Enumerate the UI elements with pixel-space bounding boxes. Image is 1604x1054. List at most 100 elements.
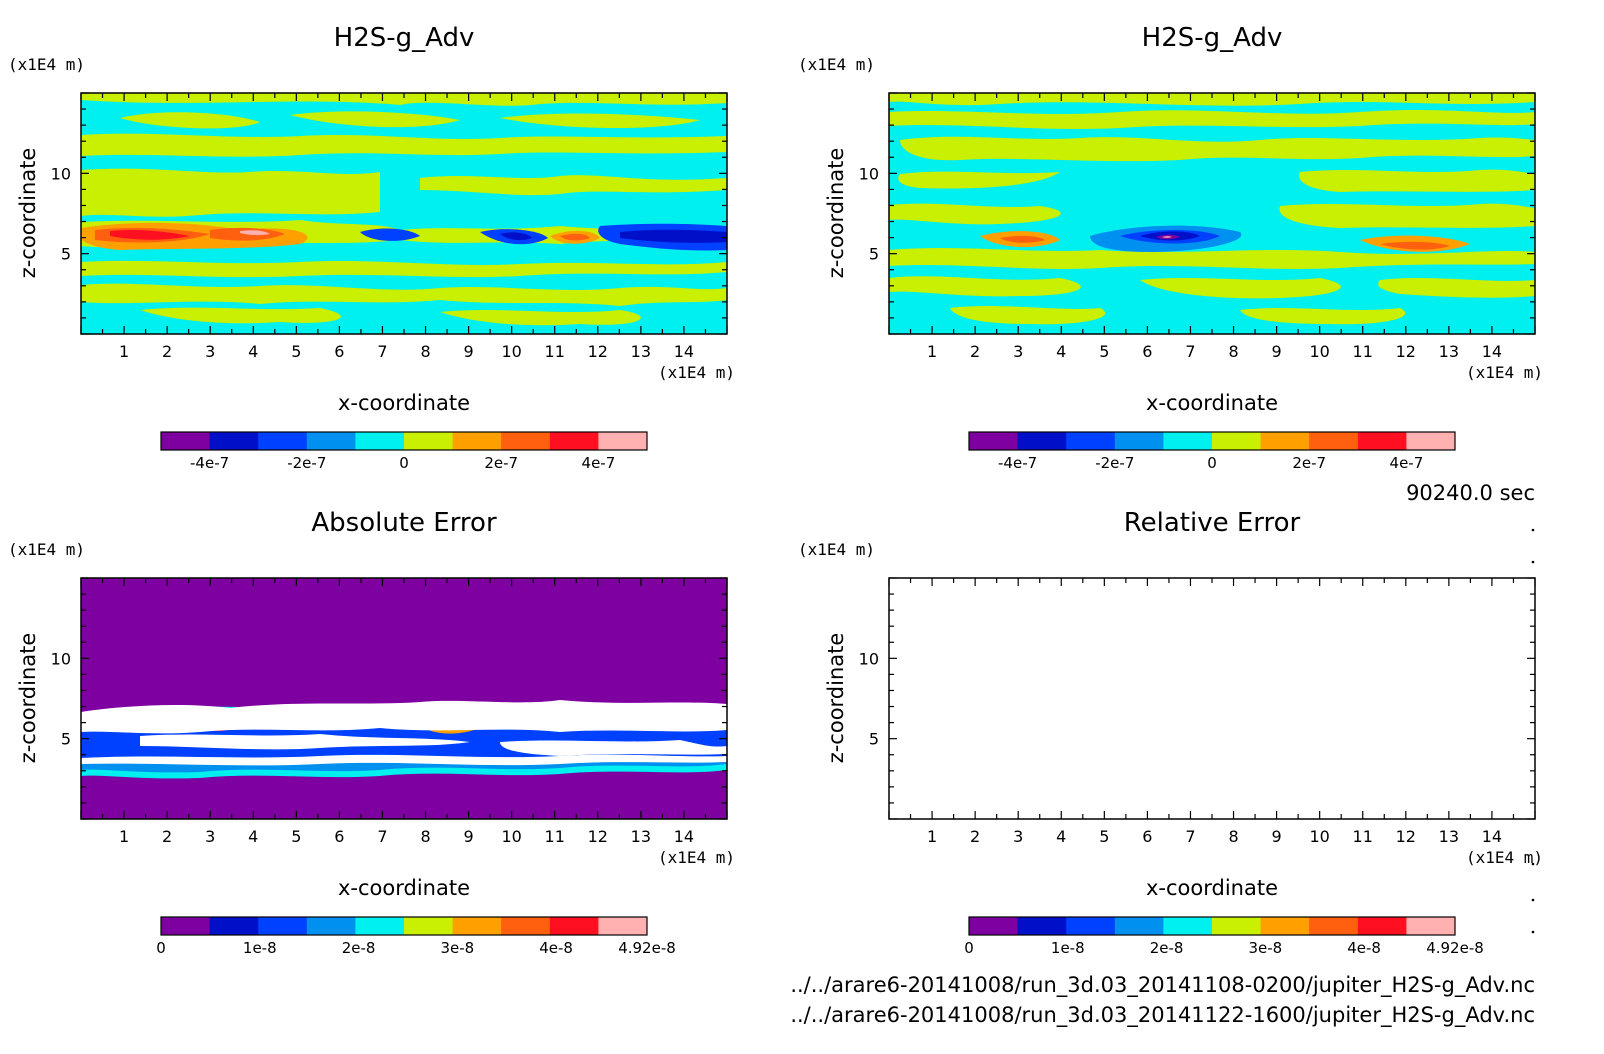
y-unit-label: (x1E4 m) [798, 540, 875, 559]
x-tick-label: 12 [588, 827, 608, 846]
x-tick-label: 9 [464, 827, 474, 846]
x-tick-label: 11 [545, 342, 565, 361]
colorbar-tick-label: 0 [156, 939, 166, 957]
x-tick-label: 9 [464, 342, 474, 361]
y-tick-label: 5 [869, 245, 879, 264]
panel-title: Absolute Error [311, 508, 497, 538]
colorbar-tick-label: 4e-7 [1390, 454, 1424, 472]
colorbar-frame [160, 431, 648, 451]
time-label: 90240.0 sec [1406, 481, 1535, 505]
x-tick-label: 2 [970, 342, 980, 361]
dot-marker [1531, 930, 1535, 934]
x-axis-label: x-coordinate [338, 391, 470, 415]
x-tick-label: 14 [1482, 827, 1502, 846]
panel-title: H2S-g_Adv [334, 23, 475, 53]
colorbar-tick-label: 2e-7 [484, 454, 518, 472]
colorbar-segment [1114, 432, 1164, 450]
dot-markers [1531, 528, 1535, 934]
x-tick-label: 8 [420, 342, 430, 361]
colorbar-segment [501, 432, 551, 450]
y-axis: 5 10 [859, 577, 1535, 820]
colorbar-tick-label: 2e-8 [1150, 939, 1184, 957]
heatmap-field [889, 578, 1535, 819]
x-tick-label: 4 [248, 342, 258, 361]
x-tick-label: 5 [1099, 827, 1109, 846]
x-tick-label: 13 [1439, 342, 1459, 361]
x-tick-label: 9 [1272, 342, 1282, 361]
colorbar-tick-label: 4.92e-8 [618, 939, 676, 957]
colorbar-segment [209, 917, 259, 935]
y-axis: 5 10 [51, 577, 727, 820]
x-tick-label: 7 [377, 827, 387, 846]
colorbar-segment [404, 917, 454, 935]
x-axis: 1 2 3 4 5 6 7 8 9 10 11 12 13 14 [80, 578, 728, 846]
colorbar-segment [549, 432, 599, 450]
x-axis: 1 2 3 4 5 6 7 8 9 10 11 12 13 14 [888, 93, 1536, 361]
colorbar-segment [1309, 917, 1359, 935]
colorbar: 0 1e-8 2e-8 3e-8 4e-8 4.92e-8 [156, 916, 676, 957]
colorbar-frame [968, 431, 1456, 451]
x-tick-label: 13 [631, 827, 651, 846]
colorbar-segment [1017, 917, 1067, 935]
x-tick-label: 5 [291, 827, 301, 846]
colorbar-segment [209, 432, 259, 450]
x-unit-label: (x1E4 m) [1466, 848, 1543, 867]
x-tick-label: 13 [1439, 827, 1459, 846]
colorbar-segment [1017, 432, 1067, 450]
y-tick-label: 5 [869, 730, 879, 749]
x-axis-label: x-coordinate [1146, 391, 1278, 415]
x-tick-label: 1 [119, 342, 129, 361]
colorbar-segment [1163, 917, 1213, 935]
x-tick-label: 14 [674, 827, 694, 846]
x-tick-label: 13 [631, 342, 651, 361]
file-path-1: ../../arare6-20141008/run_3d.03_20141108… [790, 973, 1535, 998]
colorbar-tick-label: 4e-7 [582, 454, 616, 472]
x-tick-label: 4 [248, 827, 258, 846]
colorbar-segment [969, 917, 1019, 935]
y-tick-label: 10 [51, 164, 71, 183]
y-axis-label: z-coordinate [16, 633, 40, 764]
colorbar-segment [355, 917, 405, 935]
colorbar-segment [1163, 432, 1213, 450]
x-unit-label: (x1E4 m) [1466, 363, 1543, 382]
x-tick-label: 6 [334, 342, 344, 361]
colorbar-segment [1406, 432, 1456, 450]
x-tick-label: 1 [927, 827, 937, 846]
x-tick-label: 3 [1013, 342, 1023, 361]
colorbar-tick-label: 0 [1207, 454, 1217, 472]
y-axis-label: z-coordinate [824, 633, 848, 764]
x-tick-label: 7 [377, 342, 387, 361]
x-tick-label: 7 [1185, 827, 1195, 846]
colorbar-tick-label: 3e-8 [1248, 939, 1282, 957]
y-unit-label: (x1E4 m) [798, 55, 875, 74]
x-tick-label: 1 [119, 827, 129, 846]
dot-marker [1531, 898, 1535, 902]
colorbar-tick-label: 0 [964, 939, 974, 957]
heatmap-field [889, 93, 1535, 334]
heatmap-field [81, 578, 727, 819]
colorbar-frame [968, 916, 1456, 936]
x-tick-label: 6 [1142, 827, 1152, 846]
colorbar-segment [355, 432, 405, 450]
panel-bottom-left: Absolute Error (x1E4 m) 1 2 3 4 5 6 7 8 9 10 11 12 1… [8, 508, 735, 957]
y-axis: 5 10 [51, 92, 727, 335]
colorbar-segment [1066, 432, 1116, 450]
colorbar-tick-label: 1e-8 [243, 939, 277, 957]
colorbar-segment [404, 432, 454, 450]
x-tick-label: 5 [1099, 342, 1109, 361]
colorbar-segment [258, 917, 308, 935]
colorbar-segment [1357, 432, 1407, 450]
x-tick-label: 8 [1228, 827, 1238, 846]
colorbar-tick-label: -2e-7 [1095, 454, 1134, 472]
colorbar-segment [1309, 432, 1359, 450]
x-tick-label: 11 [545, 827, 565, 846]
file-path-2: ../../arare6-20141008/run_3d.03_20141122… [790, 1003, 1535, 1028]
colorbar: 0 1e-8 2e-8 3e-8 4e-8 4.92e-8 [964, 916, 1484, 957]
colorbar-segment [1066, 917, 1116, 935]
colorbar-segment [452, 432, 502, 450]
panel-top-right: H2S-g_Adv (x1E4 m) [798, 23, 1543, 472]
y-tick-label: 5 [61, 730, 71, 749]
y-unit-label: (x1E4 m) [8, 540, 85, 559]
x-tick-label: 2 [970, 827, 980, 846]
colorbar-segment [1357, 917, 1407, 935]
